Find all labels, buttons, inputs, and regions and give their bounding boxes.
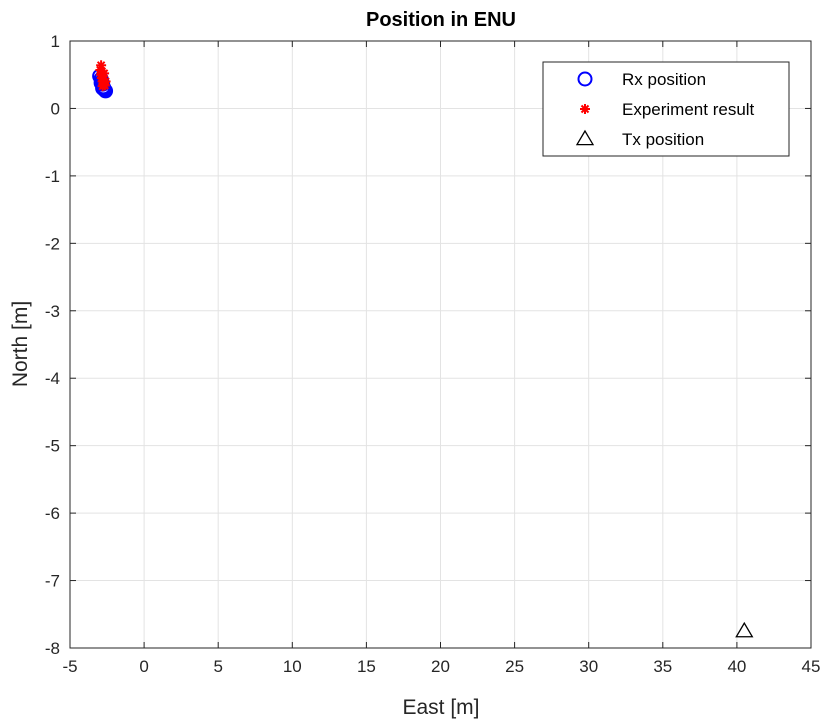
y-tick-label: -5 (45, 437, 60, 456)
y-tick-label: 1 (51, 32, 60, 51)
y-tick-label: -4 (45, 369, 60, 388)
legend: Rx position Experiment result Tx position (542, 61, 790, 157)
x-tick-label: 30 (579, 657, 598, 676)
asterisk-stroke (101, 77, 110, 86)
x-tick-label: 40 (727, 657, 746, 676)
legend-entry-label: Tx position (622, 130, 704, 149)
x-tick-label: 15 (357, 657, 376, 676)
y-tick-label: -3 (45, 302, 60, 321)
y-tick-label: -8 (45, 639, 60, 658)
x-tick-label: 5 (213, 657, 222, 676)
y-axis-label: North [m] (9, 301, 32, 387)
asterisk-stroke (580, 104, 590, 114)
x-axis-label: East [m] (402, 696, 479, 719)
asterisk-stroke (99, 69, 109, 78)
experiment-result-point (99, 68, 110, 79)
x-tick-label: 10 (283, 657, 302, 676)
x-tick-label: 25 (505, 657, 524, 676)
data-points (92, 60, 754, 638)
x-tick-label: -5 (62, 657, 77, 676)
y-tick-label: -2 (45, 234, 60, 253)
x-tick-label: 20 (431, 657, 450, 676)
experiment-result-point (100, 76, 111, 87)
legend-marker-tx (575, 129, 595, 146)
tx-position-point (735, 621, 754, 638)
y-tick-label: -1 (45, 167, 60, 186)
y-tick-label: -7 (45, 572, 60, 591)
legend-entry-label: Experiment result (622, 100, 755, 119)
chart-title: Position in ENU (366, 9, 516, 31)
x-tick-label: 0 (139, 657, 148, 676)
legend-entry-label: Rx position (622, 70, 706, 89)
y-tick-label: 0 (51, 99, 60, 118)
y-tick-label: -6 (45, 504, 60, 523)
x-tick-label: 45 (802, 657, 821, 676)
legend-marker-rx (577, 71, 593, 87)
legend-marker-experiment (580, 104, 590, 114)
x-tick-label: 35 (653, 657, 672, 676)
